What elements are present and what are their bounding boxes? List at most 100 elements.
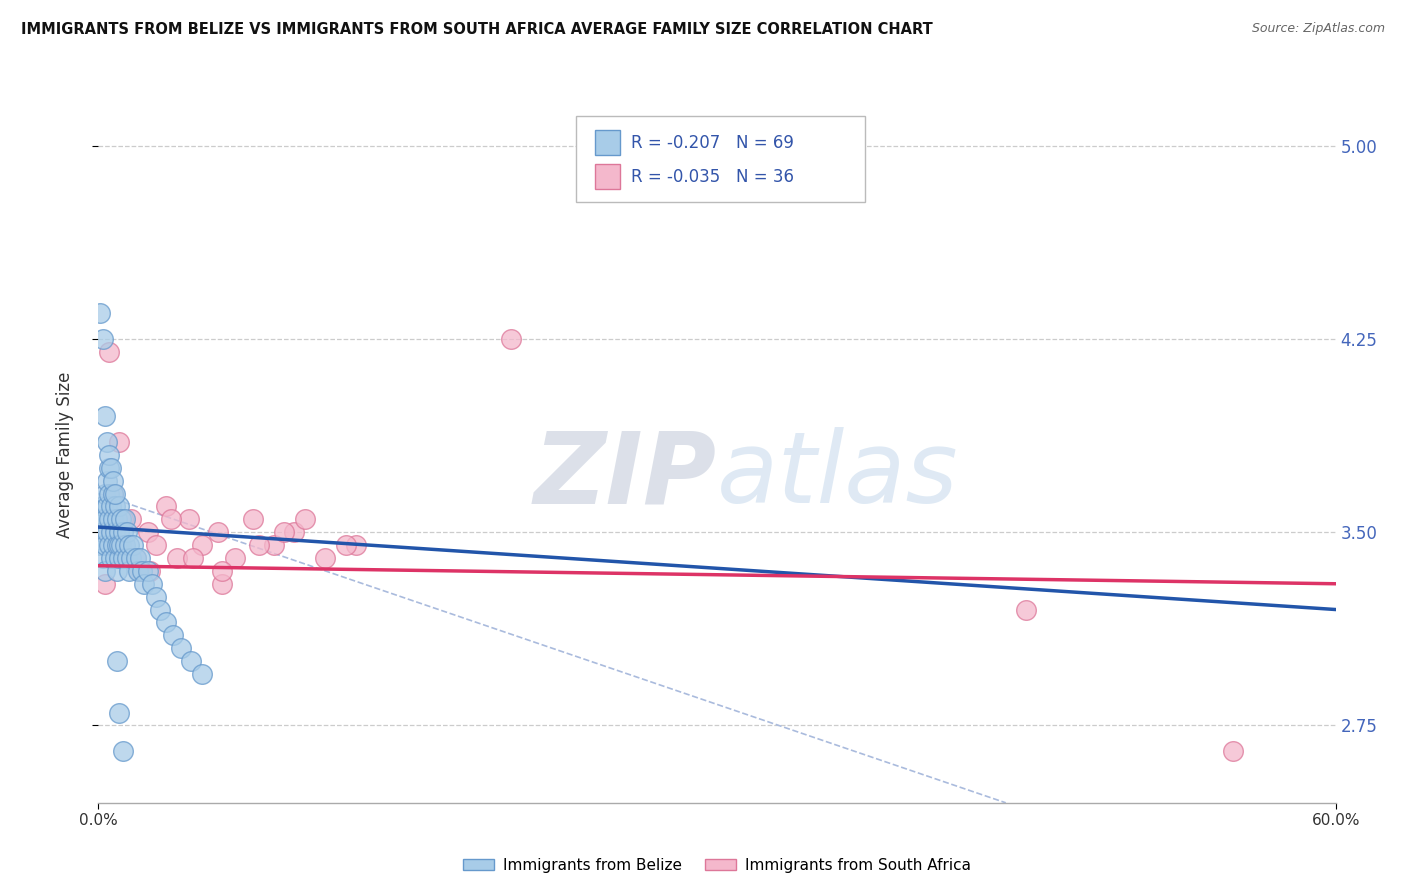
Point — [294, 512, 316, 526]
Point — [283, 525, 305, 540]
Point — [335, 538, 357, 552]
Point — [100, 500, 122, 514]
Point — [104, 525, 127, 540]
Point — [108, 551, 131, 566]
Point — [211, 564, 233, 578]
Point — [190, 667, 212, 681]
Point — [101, 486, 124, 500]
Point — [180, 654, 202, 668]
Point — [100, 460, 122, 475]
Point — [93, 576, 115, 591]
Point — [89, 538, 111, 552]
Point — [190, 538, 212, 552]
Text: ZIP: ZIP — [534, 427, 717, 524]
Point — [96, 500, 118, 514]
Point — [131, 564, 153, 578]
Point — [93, 525, 115, 540]
Point — [1015, 602, 1038, 616]
Point — [114, 538, 136, 552]
Point — [155, 615, 177, 630]
Point — [155, 500, 177, 514]
Point — [122, 538, 145, 552]
Point — [112, 744, 135, 758]
Point — [114, 512, 136, 526]
Text: R = -0.207   N = 69: R = -0.207 N = 69 — [631, 134, 794, 152]
Point — [108, 500, 131, 514]
Text: IMMIGRANTS FROM BELIZE VS IMMIGRANTS FROM SOUTH AFRICA AVERAGE FAMILY SIZE CORRE: IMMIGRANTS FROM BELIZE VS IMMIGRANTS FRO… — [21, 22, 932, 37]
Point — [96, 435, 118, 450]
Point — [179, 512, 201, 526]
Point — [273, 525, 295, 540]
Point — [124, 551, 146, 566]
Point — [207, 525, 229, 540]
Point — [110, 538, 132, 552]
Point — [93, 486, 115, 500]
Point — [120, 512, 142, 526]
Point — [166, 551, 188, 566]
Point — [96, 474, 118, 488]
Legend: Immigrants from Belize, Immigrants from South Africa: Immigrants from Belize, Immigrants from … — [457, 852, 977, 879]
Point — [101, 538, 124, 552]
Point — [145, 538, 167, 552]
Point — [112, 512, 135, 526]
Point — [132, 576, 155, 591]
Point — [97, 448, 120, 462]
Point — [101, 474, 124, 488]
Point — [108, 435, 131, 450]
Point — [101, 538, 124, 552]
Text: Source: ZipAtlas.com: Source: ZipAtlas.com — [1251, 22, 1385, 36]
Point — [101, 486, 124, 500]
Text: R = -0.035   N = 36: R = -0.035 N = 36 — [631, 168, 794, 186]
Y-axis label: Average Family Size: Average Family Size — [56, 372, 75, 538]
Point — [128, 551, 150, 566]
Point — [91, 551, 114, 566]
Point — [141, 576, 163, 591]
Point — [104, 500, 127, 514]
Point — [105, 538, 128, 552]
Point — [91, 525, 114, 540]
Point — [93, 409, 115, 424]
Point — [97, 512, 120, 526]
Point — [263, 538, 285, 552]
Point — [314, 551, 336, 566]
Point — [242, 512, 264, 526]
Point — [97, 344, 120, 359]
Point — [91, 332, 114, 346]
Point — [100, 551, 122, 566]
Point — [91, 500, 114, 514]
Point — [112, 551, 135, 566]
Point — [97, 486, 120, 500]
Point — [224, 551, 246, 566]
Point — [149, 602, 172, 616]
Text: atlas: atlas — [717, 427, 959, 524]
Point — [89, 306, 111, 320]
Point — [105, 564, 128, 578]
Point — [93, 538, 115, 552]
Point — [89, 512, 111, 526]
Point — [499, 332, 522, 346]
Point — [108, 538, 131, 552]
Point — [101, 512, 124, 526]
Point — [93, 564, 115, 578]
Point — [1222, 744, 1244, 758]
Point — [104, 486, 127, 500]
Point — [128, 564, 150, 578]
Point — [105, 654, 128, 668]
Point — [96, 525, 118, 540]
Point — [93, 512, 115, 526]
Point — [145, 590, 167, 604]
Point — [104, 551, 127, 566]
Point — [247, 538, 270, 552]
Point — [97, 538, 120, 552]
Point — [108, 525, 131, 540]
Point — [117, 551, 139, 566]
Point — [118, 538, 141, 552]
Point — [100, 525, 122, 540]
Point — [124, 551, 146, 566]
Point — [112, 525, 135, 540]
Point — [159, 512, 181, 526]
Point — [211, 576, 233, 591]
Point — [105, 512, 128, 526]
Point — [139, 564, 162, 578]
Point — [108, 706, 131, 720]
